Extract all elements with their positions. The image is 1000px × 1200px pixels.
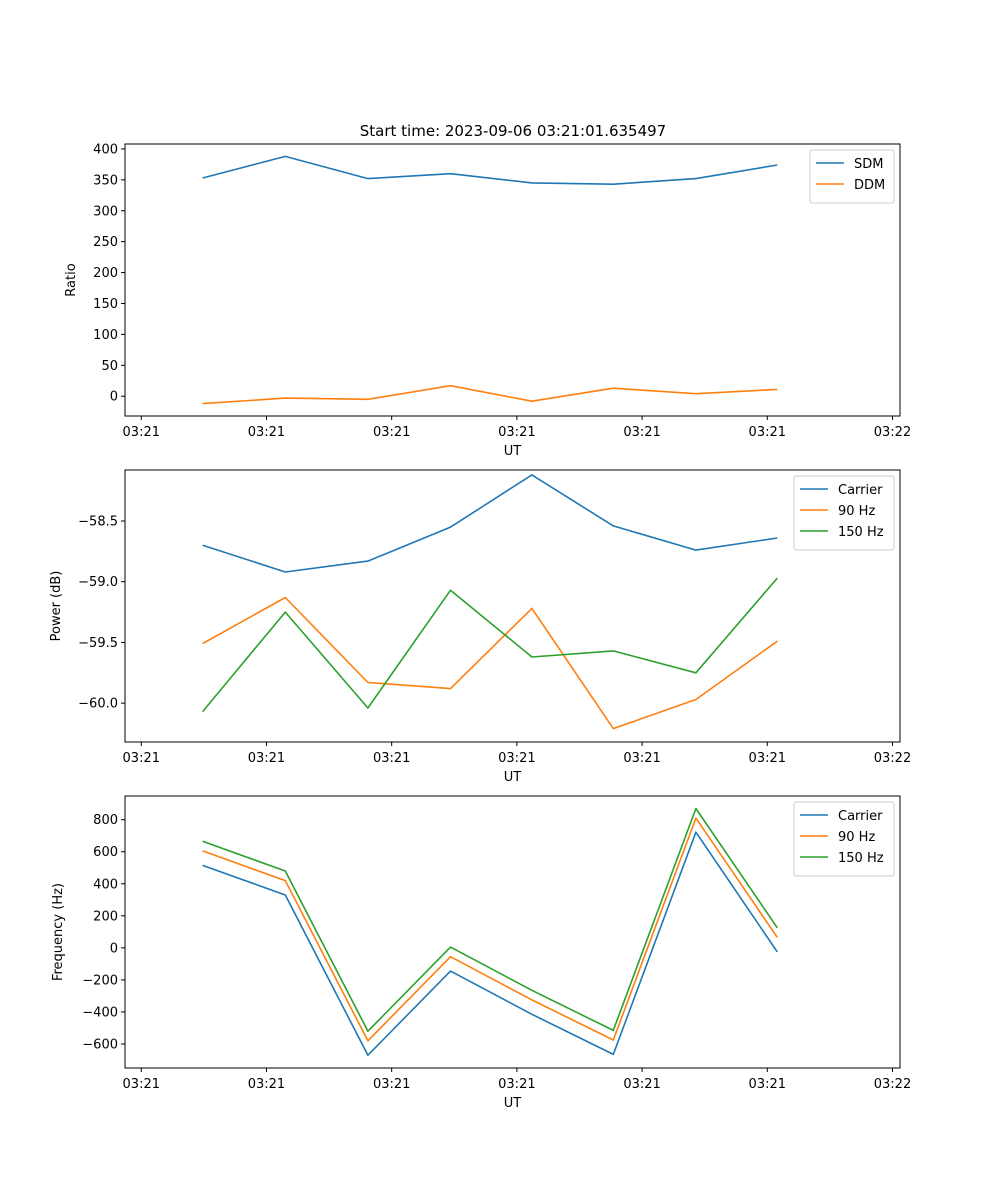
chart-panel-1: 0 50 100 150 200 250 300 350 400 03:21 03:21 03:21 0… [64, 142, 911, 459]
legend-label: 90 Hz [838, 504, 875, 519]
legend: Carrier 90 Hz 150 Hz [793, 475, 895, 551]
y-tick-label: −59.0 [78, 575, 118, 590]
x-tick-label: 03:21 [749, 751, 786, 766]
x-tick-label: 03:21 [123, 751, 160, 766]
x-tick-label: 03:21 [373, 1077, 410, 1092]
legend: SDM DDM [809, 149, 895, 204]
legend: Carrier 90 Hz 150 Hz [793, 801, 895, 877]
figure-title: Start time: 2023-09-06 03:21:01.635497 [360, 122, 666, 140]
x-tick-label: 03:21 [248, 425, 285, 440]
series-line-150-hz [201, 577, 778, 713]
y-tick-label: 250 [93, 235, 118, 250]
x-axis-label: UT [504, 444, 522, 459]
series-line-carrier [202, 831, 778, 1056]
x-tick-label: 03:21 [623, 1077, 660, 1092]
legend-label: 90 Hz [838, 830, 875, 845]
x-tick-label: 03:21 [498, 425, 535, 440]
axes-frame [124, 795, 901, 1069]
y-tick-label: −60.0 [78, 697, 118, 712]
x-tick-label: 03:21 [248, 1077, 285, 1092]
y-tick-label: 600 [93, 845, 118, 860]
y-tick-label: 50 [101, 359, 118, 374]
x-tick-label: 03:21 [498, 1077, 535, 1092]
panels: 0 50 100 150 200 250 300 350 400 03:21 03:21 03:21 0… [49, 142, 911, 1111]
y-tick-label: 150 [93, 297, 118, 312]
series-line-90-hz [202, 817, 778, 1042]
y-tick-label: 400 [93, 142, 118, 157]
legend-label: Carrier [838, 483, 883, 498]
x-axis-label: UT [504, 1096, 522, 1111]
series-line-carrier [202, 474, 778, 573]
y-tick-label: 0 [110, 941, 118, 956]
series-line-ddm [202, 384, 778, 405]
x-tick-label: 03:21 [373, 751, 410, 766]
y-tick-label: 800 [93, 813, 118, 828]
y-tick-label: −400 [82, 1005, 118, 1020]
legend-label: Carrier [838, 809, 883, 824]
x-tick-label: 03:21 [373, 425, 410, 440]
x-tick-label: 03:22 [874, 751, 911, 766]
legend-label: DDM [854, 178, 885, 193]
x-tick-label: 03:21 [123, 1077, 160, 1092]
series-line-sdm [202, 155, 778, 185]
x-tick-label: 03:21 [498, 751, 535, 766]
chart-panel-3: −600 −400 −200 0 200 400 600 800 03:21 03:21 03:21… [51, 795, 911, 1111]
x-tick-label: 03:21 [749, 425, 786, 440]
y-tick-label: −600 [82, 1037, 118, 1052]
x-tick-label: 03:22 [874, 1077, 911, 1092]
y-tick-label: 100 [93, 328, 118, 343]
axes-frame [124, 143, 901, 417]
x-tick-label: 03:21 [248, 751, 285, 766]
y-tick-label: 400 [93, 877, 118, 892]
axes-frame [124, 469, 901, 743]
y-axis-label: Ratio [64, 263, 79, 296]
y-tick-label: 350 [93, 173, 118, 188]
x-tick-label: 03:21 [749, 1077, 786, 1092]
x-tick-label: 03:21 [123, 425, 160, 440]
x-tick-label: 03:21 [623, 751, 660, 766]
legend-label: 150 Hz [838, 851, 884, 866]
chart-panel-2: −60.0 −59.5 −59.0 −58.5 03:21 03:21 03:21 03:21… [49, 469, 911, 785]
x-axis-label: UT [504, 770, 522, 785]
series-line-150-hz [202, 807, 778, 1032]
series-line-90-hz [202, 596, 778, 730]
y-tick-label: −59.5 [78, 636, 118, 651]
legend-label: SDM [854, 157, 883, 172]
y-tick-label: −58.5 [78, 515, 118, 530]
y-tick-label: −200 [82, 973, 118, 988]
y-axis-label: Frequency (Hz) [51, 883, 66, 981]
x-tick-label: 03:22 [874, 425, 911, 440]
legend-label: 150 Hz [838, 525, 884, 540]
y-tick-label: 200 [93, 266, 118, 281]
y-tick-label: 300 [93, 204, 118, 219]
y-tick-label: 200 [93, 909, 118, 924]
y-tick-label: 0 [110, 390, 118, 405]
x-tick-label: 03:21 [623, 425, 660, 440]
y-axis-label: Power (dB) [49, 571, 64, 642]
